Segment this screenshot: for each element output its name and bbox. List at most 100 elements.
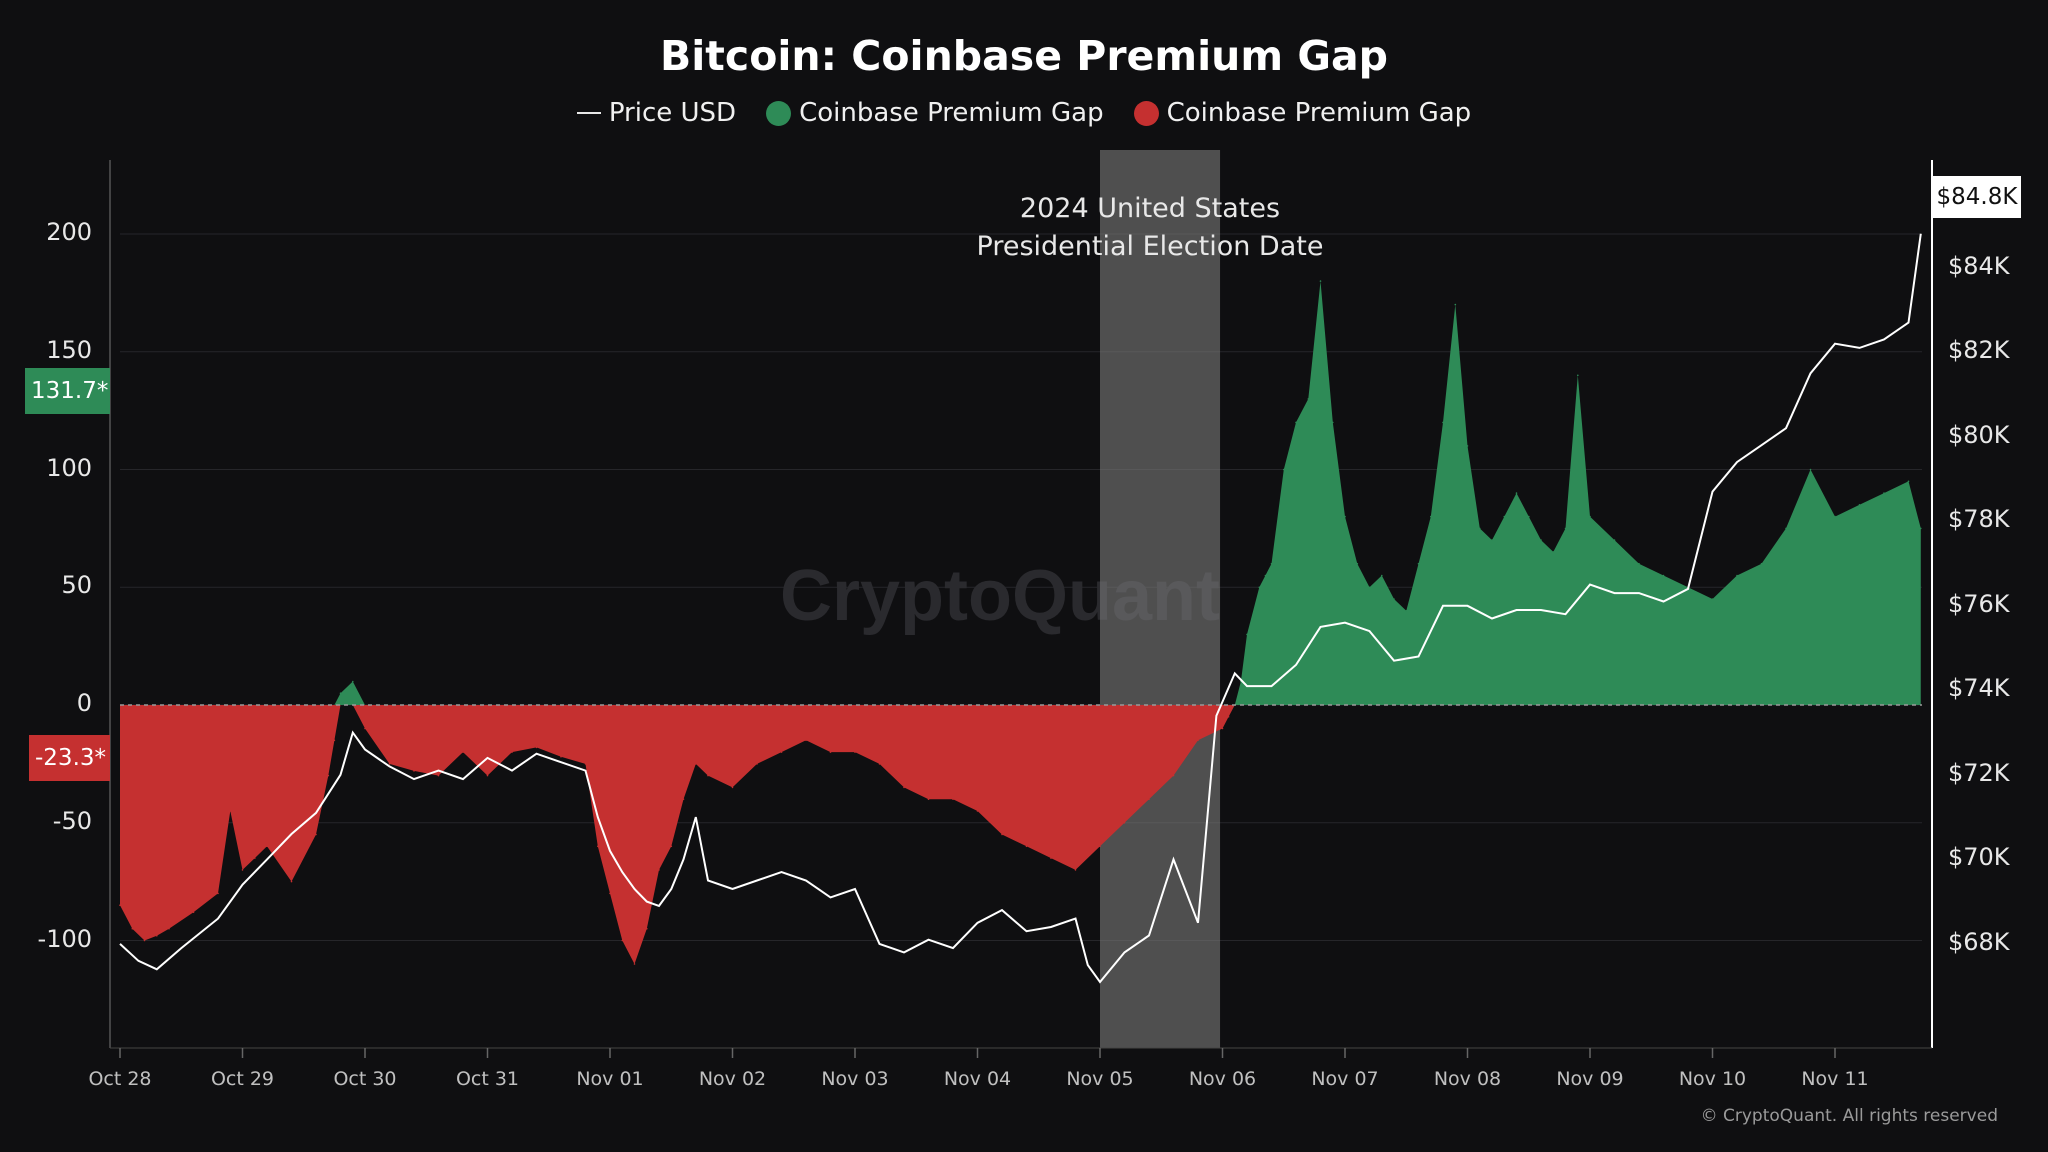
premium-gap-point — [437, 774, 440, 777]
x-tick-label: Nov 10 — [1678, 1068, 1747, 1090]
right-tick-label: $78K — [1948, 505, 2010, 534]
premium-gap-point — [241, 869, 244, 871]
premium-gap-point — [609, 892, 611, 895]
premium-gap-point — [560, 756, 562, 758]
premium-gap-point — [1454, 303, 1457, 306]
premium-gap-point — [290, 880, 293, 883]
premium-gap-point — [1589, 515, 1591, 518]
left-tick-label: 100 — [46, 453, 92, 482]
x-tick-label: Nov 06 — [1188, 1068, 1257, 1090]
premium-gap-point — [756, 763, 758, 765]
premium-gap-point — [1834, 515, 1836, 518]
premium-gap-point — [217, 892, 219, 895]
premium-gap-point — [584, 763, 587, 765]
legend-item-gap-negative[interactable]: Coinbase Premium Gap — [1133, 98, 1471, 128]
x-tick-label: Nov 07 — [1311, 1068, 1379, 1090]
premium-gap-point — [327, 774, 330, 777]
election-annotation: 2024 United States Presidential Election… — [950, 190, 1350, 266]
premium-gap-point — [1528, 515, 1530, 518]
legend-item-gap-positive[interactable]: Coinbase Premium Gap — [766, 98, 1104, 128]
premium-gap-point — [927, 798, 930, 800]
premium-gap-point — [1001, 833, 1003, 836]
premium-gap-point — [1858, 504, 1861, 506]
left-tick-label: 0 — [76, 689, 92, 717]
premium-gap-point — [1638, 562, 1640, 565]
premium-gap-point — [682, 798, 685, 800]
election-highlight-band — [1100, 150, 1221, 1048]
premium-gap-point — [1258, 586, 1261, 589]
premium-gap-point — [1227, 716, 1230, 718]
premium-gap-negative-area — [120, 705, 1921, 964]
premium-gap-point — [1148, 798, 1150, 800]
premium-gap-point — [878, 763, 881, 765]
premium-gap-point — [952, 798, 954, 800]
premium-gap-point — [229, 810, 232, 812]
x-tick-label: Nov 08 — [1433, 1068, 1502, 1090]
premium-gap-point — [168, 927, 170, 930]
right-tick-label: $74K — [1948, 674, 2010, 703]
green-dot-icon — [766, 100, 792, 126]
premium-gap-point — [1332, 421, 1334, 424]
premium-gap-point — [1356, 562, 1359, 565]
premium-gap-point — [621, 939, 624, 942]
x-tick-label: Oct 30 — [333, 1068, 397, 1090]
premium-gap-point — [646, 927, 648, 930]
x-tick-label: Nov 01 — [576, 1068, 644, 1090]
premium-gap-point — [829, 751, 832, 753]
chart-title: Bitcoin: Coinbase Premium Gap — [660, 32, 1388, 80]
x-tick-label: Nov 02 — [698, 1068, 767, 1090]
x-tick-label: Nov 11 — [1801, 1068, 1869, 1090]
legend-line-icon — [576, 112, 601, 114]
premium-gap-point — [388, 763, 391, 765]
left-tick-label: 200 — [46, 218, 92, 246]
premium-gap-point — [364, 727, 366, 730]
premium-gap-point — [1270, 562, 1273, 565]
premium-gap-point — [658, 869, 660, 871]
premium-gap-point — [903, 786, 905, 789]
premium-gap-point — [1442, 421, 1444, 424]
left-tick-label: 50 — [61, 571, 92, 600]
legend-item-price[interactable]: Price USD — [576, 98, 736, 128]
right-tick-label: $72K — [1948, 758, 2010, 787]
copyright-text: © CryptoQuant. All rights reserved — [1700, 1106, 1998, 1126]
premium-gap-point — [413, 770, 415, 772]
premium-gap-point — [1393, 598, 1395, 600]
premium-gap-point — [1760, 562, 1763, 565]
right-tick-label: $76K — [1948, 589, 2010, 618]
price-line — [119, 233, 1922, 984]
premium-gap-point — [1099, 845, 1101, 848]
premium-gap-point — [1405, 610, 1408, 612]
premium-gap-point — [1907, 480, 1910, 483]
premium-gap-point — [1577, 374, 1579, 377]
premium-gap-point — [976, 810, 979, 812]
premium-gap-point — [1883, 492, 1885, 494]
premium-gap-point — [1552, 551, 1555, 553]
premium-gap-point — [1503, 515, 1506, 518]
x-tick-label: Nov 09 — [1556, 1068, 1624, 1090]
premium-gap-point — [266, 845, 268, 848]
premium-gap-point — [1246, 633, 1248, 636]
premium-gap-point — [352, 680, 354, 683]
premium-gap-point — [131, 927, 134, 930]
premium-gap-point — [1123, 822, 1126, 824]
premium-gap-point — [1283, 468, 1285, 471]
premium-gap-point — [633, 963, 636, 965]
legend-gap-positive-label: Coinbase Premium Gap — [799, 98, 1104, 128]
premium-gap-point — [780, 751, 783, 753]
premium-gap-point — [1540, 539, 1542, 541]
premium-gap-point — [156, 935, 158, 937]
premium-gap-point — [1564, 527, 1567, 530]
premium-gap-point — [1074, 869, 1077, 871]
price-layer — [119, 233, 1922, 984]
premium-gap-point — [670, 845, 673, 848]
premium-gap-point — [1172, 774, 1175, 777]
right-tick-label: $68K — [1948, 927, 2010, 956]
premium-gap-point — [1430, 515, 1432, 518]
annotation-line-1: 2024 United States — [1019, 193, 1281, 224]
premium-gap-point — [1307, 398, 1310, 400]
premium-gap-point — [1809, 468, 1812, 471]
premium-gap-point — [511, 751, 513, 753]
premium-gap-point — [486, 774, 489, 777]
x-tick-label: Oct 29 — [210, 1068, 275, 1090]
